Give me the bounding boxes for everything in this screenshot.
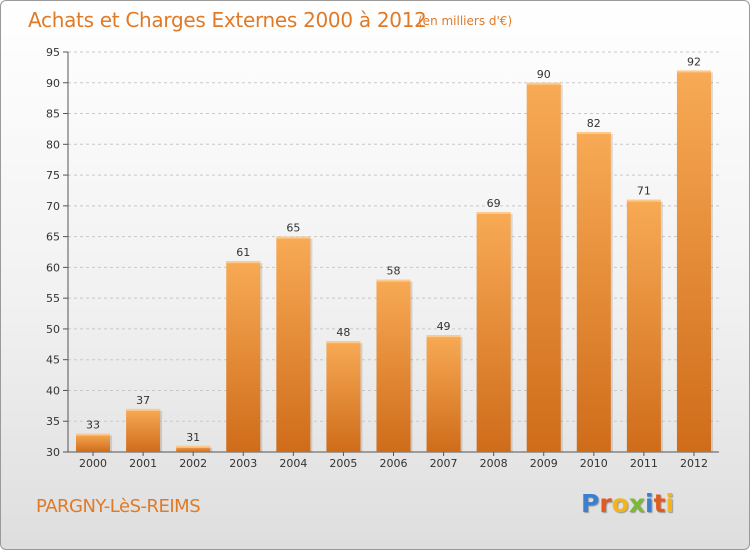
- data-label: 92: [687, 55, 701, 68]
- bar: [476, 212, 511, 452]
- y-tick-label: 80: [46, 138, 60, 151]
- bar-highlight: [526, 82, 561, 85]
- chart-title: Achats et Charges Externes 2000 à 2012: [28, 8, 427, 32]
- bar: [126, 408, 161, 452]
- bar-highlight: [676, 70, 711, 73]
- bar-highlight: [326, 341, 361, 344]
- bar: [176, 445, 211, 452]
- bar-highlight: [126, 408, 161, 411]
- bar-highlight: [176, 445, 211, 448]
- x-tick-label: 2010: [580, 457, 608, 470]
- bar: [376, 279, 411, 452]
- y-tick-label: 35: [46, 415, 60, 428]
- bar: [76, 433, 111, 452]
- bar-highlight: [226, 261, 261, 264]
- data-label: 61: [236, 246, 250, 259]
- bar-highlight: [276, 236, 311, 239]
- data-label: 90: [537, 68, 551, 81]
- data-label: 58: [387, 265, 401, 278]
- x-tick-label: 2000: [79, 457, 107, 470]
- bar-highlight: [426, 335, 461, 338]
- y-tick-label: 65: [46, 231, 60, 244]
- chart-subtitle: (en milliers d'€): [418, 14, 513, 28]
- y-tick-label: 85: [46, 108, 60, 121]
- x-tick-label: 2007: [430, 457, 458, 470]
- x-tick-label: 2001: [129, 457, 157, 470]
- data-label: 37: [136, 394, 150, 407]
- bar-highlight: [76, 433, 111, 436]
- bar: [326, 341, 361, 452]
- y-tick-label: 75: [46, 169, 60, 182]
- x-tick-label: 2012: [680, 457, 708, 470]
- bar: [676, 70, 711, 452]
- data-label: 48: [336, 326, 350, 339]
- y-tick-label: 70: [46, 200, 60, 213]
- bar: [626, 199, 661, 452]
- x-tick-label: 2005: [329, 457, 357, 470]
- data-label: 69: [487, 197, 501, 210]
- logo-letter: i: [645, 489, 654, 518]
- y-tick-label: 40: [46, 384, 60, 397]
- logo-letter: r: [599, 489, 612, 518]
- x-tick-label: 2008: [480, 457, 508, 470]
- data-label: 71: [637, 185, 651, 198]
- bar: [576, 132, 611, 452]
- proxiti-logo[interactable]: Proxiti: [581, 489, 674, 518]
- data-label: 65: [286, 222, 300, 235]
- x-tick-label: 2009: [530, 457, 558, 470]
- bar: [426, 335, 461, 452]
- x-tick-label: 2011: [630, 457, 658, 470]
- bar: [526, 82, 561, 453]
- data-label: 82: [587, 117, 601, 130]
- bar-highlight: [626, 199, 661, 202]
- x-tick-label: 2004: [279, 457, 307, 470]
- logo-letter: P: [581, 489, 600, 518]
- bar: [226, 261, 261, 452]
- bar: [276, 236, 311, 452]
- logo-letter: o: [611, 489, 629, 518]
- logo-letter: x: [628, 489, 645, 518]
- y-tick-label: 50: [46, 323, 60, 336]
- x-tick-label: 2002: [179, 457, 207, 470]
- y-tick-label: 30: [46, 446, 60, 459]
- logo-letter: t: [653, 489, 666, 518]
- bar-highlight: [376, 279, 411, 282]
- y-tick-label: 45: [46, 354, 60, 367]
- data-label: 31: [186, 431, 200, 444]
- location-label: PARGNY-LèS-REIMS: [36, 496, 201, 517]
- bar-highlight: [476, 212, 511, 214]
- data-label: 49: [437, 320, 451, 333]
- y-tick-label: 95: [46, 46, 60, 59]
- y-tick-label: 90: [46, 77, 60, 90]
- data-label: 33: [86, 419, 100, 432]
- x-tick-label: 2003: [229, 457, 257, 470]
- y-tick-label: 60: [46, 261, 60, 274]
- bar-highlight: [576, 132, 611, 134]
- y-tick-label: 55: [46, 292, 60, 305]
- logo-letter: i: [665, 489, 675, 518]
- x-tick-label: 2006: [380, 457, 408, 470]
